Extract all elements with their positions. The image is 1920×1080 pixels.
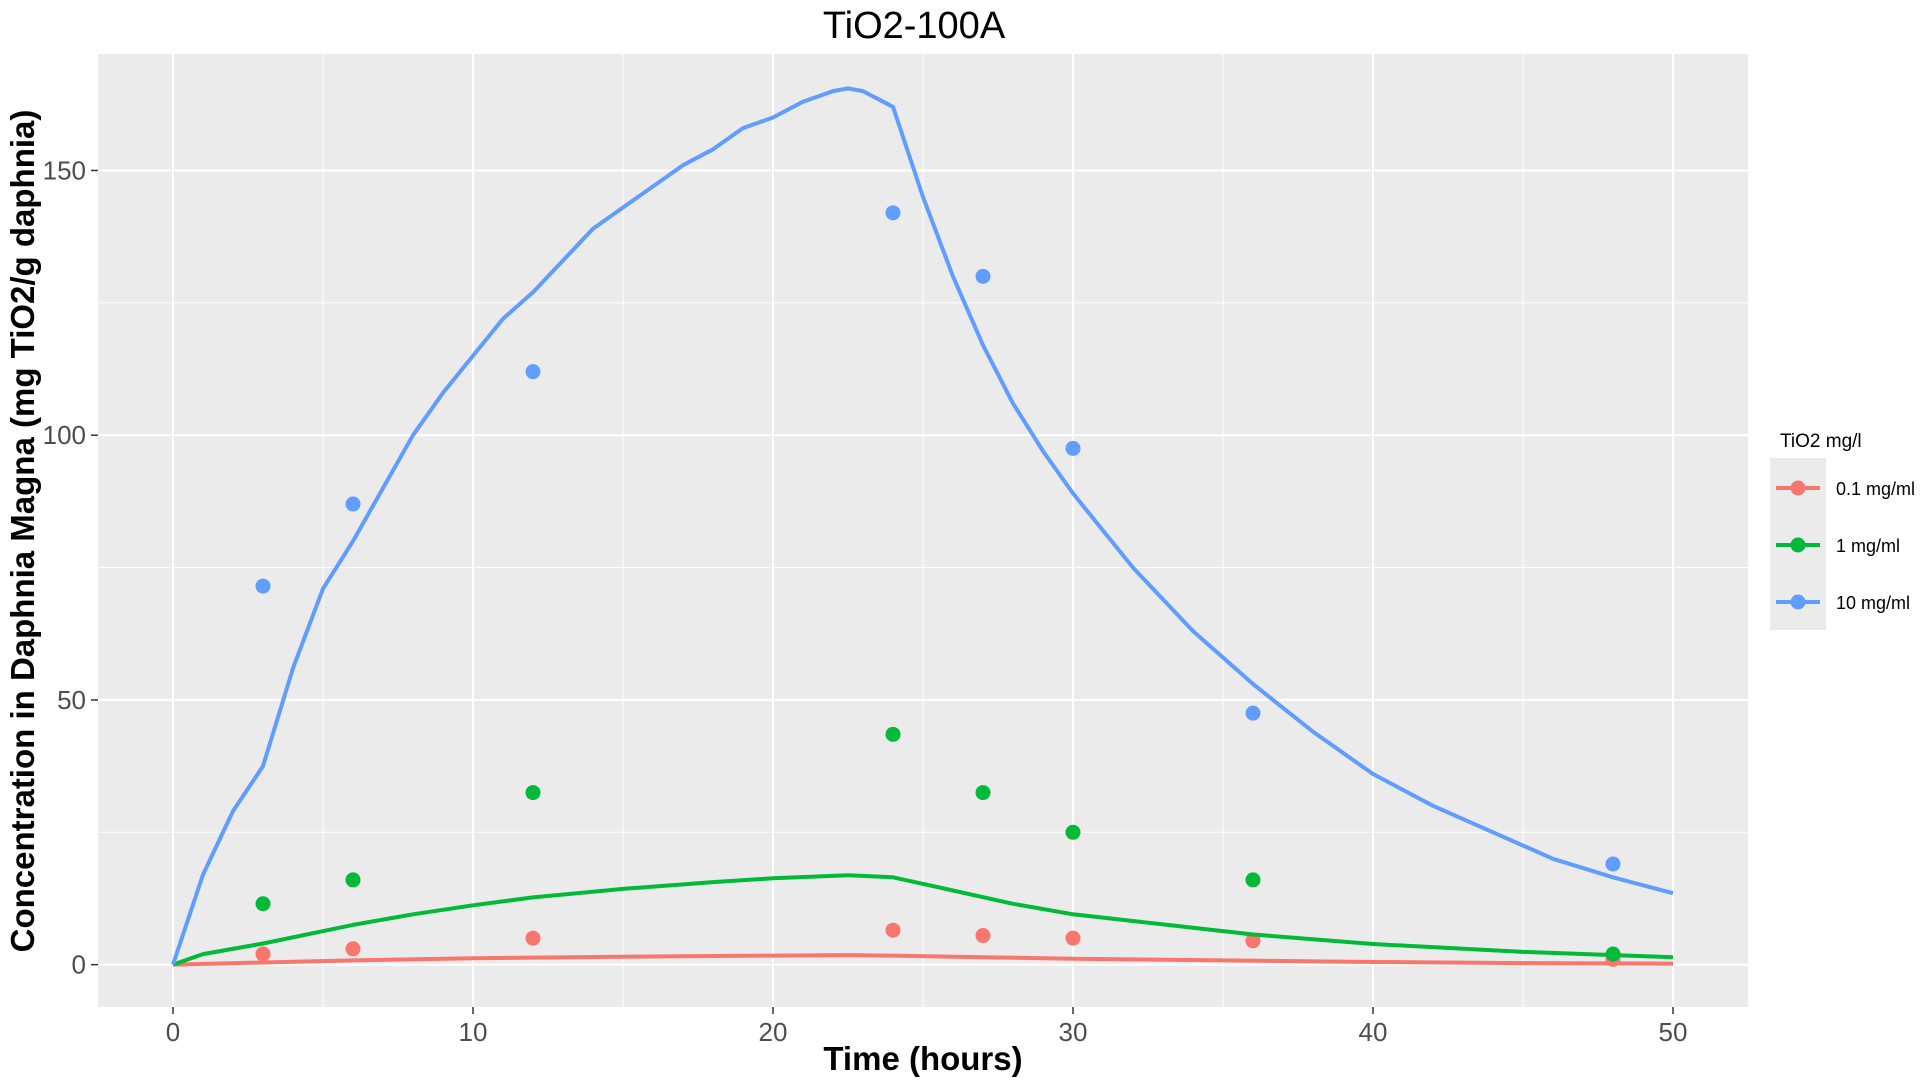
- x-axis: 0 10 20 30 40 50: [166, 1007, 1688, 1047]
- legend-title: TiO2 mg/l: [1780, 431, 1862, 452]
- data-point: [1065, 440, 1081, 456]
- data-point: [885, 726, 901, 742]
- data-point: [345, 941, 361, 957]
- data-point: [975, 928, 991, 944]
- legend-key-point: [1790, 480, 1806, 496]
- series-1: [172, 922, 1674, 967]
- legend-items: 0.1 mg/ml 1 mg/ml 10 mg/ml: [1776, 479, 1915, 613]
- series-line: [171, 86, 1674, 966]
- legend-item: 10 mg/ml: [1776, 593, 1910, 613]
- legend: TiO2 mg/l 0.1 mg/ml 1 mg/ml 10 mg/ml: [1770, 431, 1915, 630]
- major-gridlines: [98, 54, 1748, 1007]
- y-tick-label: 0: [72, 950, 86, 980]
- data-point: [1605, 856, 1621, 872]
- legend-key-point: [1790, 594, 1806, 610]
- data-point: [255, 578, 271, 594]
- data-point: [1065, 824, 1081, 840]
- legend-key-point: [1790, 537, 1806, 553]
- data-point: [345, 872, 361, 888]
- legend-label: 1 mg/ml: [1836, 536, 1900, 556]
- x-tick-label: 30: [1059, 1017, 1088, 1047]
- y-tick-label: 150: [43, 155, 86, 185]
- data-point: [975, 785, 991, 801]
- data-point: [1605, 946, 1621, 962]
- legend-label: 10 mg/ml: [1836, 593, 1910, 613]
- series-line: [172, 953, 1674, 967]
- x-tick-label: 10: [459, 1017, 488, 1047]
- data-point: [1065, 930, 1081, 946]
- data-point: [885, 922, 901, 938]
- minor-gridlines: [98, 54, 1748, 1007]
- y-axis-title: Concentration in Daphnia Magna (mg TiO2/…: [4, 110, 41, 953]
- x-axis-title: Time (hours): [823, 1040, 1022, 1077]
- legend-item: 0.1 mg/ml: [1776, 479, 1915, 499]
- x-tick-label: 50: [1659, 1017, 1688, 1047]
- y-axis: 0 50 100 150: [43, 155, 98, 980]
- data-point: [255, 896, 271, 912]
- x-tick-label: 20: [759, 1017, 788, 1047]
- data-point: [525, 364, 541, 380]
- data-point: [1245, 872, 1261, 888]
- data-point: [525, 930, 541, 946]
- x-tick-label: 0: [166, 1017, 180, 1047]
- y-tick-label: 50: [57, 685, 86, 715]
- data-point: [345, 496, 361, 512]
- y-tick-label: 100: [43, 420, 86, 450]
- chart-title: TiO2-100A: [823, 5, 1006, 47]
- series-2: [172, 726, 1674, 967]
- data-point: [525, 785, 541, 801]
- data-point: [1245, 705, 1261, 721]
- series-3: [171, 86, 1674, 966]
- x-tick-label: 40: [1359, 1017, 1388, 1047]
- data-point: [885, 205, 901, 221]
- series-line: [172, 873, 1674, 967]
- series-layer: [171, 86, 1674, 967]
- data-point: [975, 268, 991, 284]
- data-point: [255, 946, 271, 962]
- legend-label: 0.1 mg/ml: [1836, 479, 1915, 499]
- legend-item: 1 mg/ml: [1776, 536, 1900, 556]
- data-point: [1245, 933, 1261, 949]
